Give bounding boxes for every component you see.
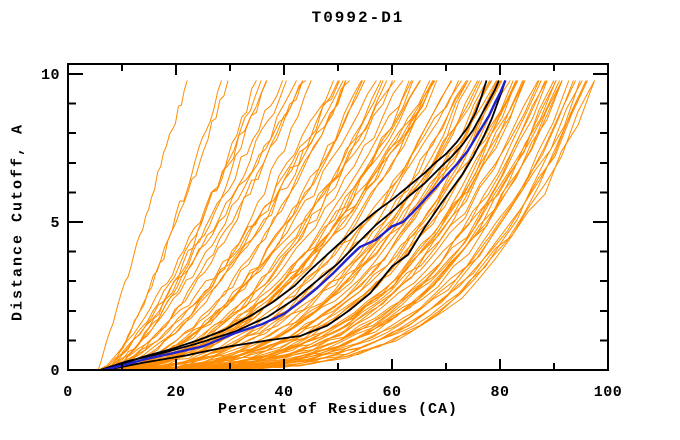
model-curve-reference-model-2 — [100, 80, 500, 371]
y-tick-label: 5 — [50, 215, 60, 232]
y-tick-label: 10 — [41, 67, 60, 84]
x-tick-label: 100 — [594, 384, 623, 401]
model-curve-reference-model-1 — [100, 80, 488, 371]
model-curve-orange — [104, 80, 307, 371]
model-curve-orange — [106, 80, 488, 371]
x-tick-label: 20 — [166, 384, 185, 401]
x-tick-label: 80 — [490, 384, 509, 401]
model-curve-orange — [98, 80, 262, 371]
x-tick-label: 60 — [382, 384, 401, 401]
model-curve-highlighted-model — [102, 80, 507, 372]
model-curve-orange — [110, 80, 469, 371]
plot-frame — [67, 63, 609, 371]
x-axis-title: Percent of Residues (CA) — [217, 401, 459, 418]
model-curve-orange — [100, 80, 511, 371]
model-curve-orange — [110, 80, 304, 371]
model-curve-orange — [100, 80, 421, 371]
model-curve-orange — [101, 80, 434, 371]
model-curve-orange — [98, 80, 524, 371]
model-curve-orange — [107, 80, 229, 371]
model-curve-orange — [105, 80, 346, 371]
model-curve-orange — [109, 80, 268, 371]
model-curve-orange — [98, 80, 498, 371]
y-tick-label: 0 — [50, 363, 60, 380]
model-curve-orange — [109, 80, 493, 371]
model-curve-orange — [106, 80, 304, 371]
model-curve-orange — [97, 80, 525, 371]
model-curve-orange — [107, 80, 453, 371]
model-curve-orange — [101, 80, 297, 371]
model-curve-orange — [101, 80, 340, 371]
x-tick-label: 0 — [63, 384, 73, 401]
model-curve-orange — [97, 80, 188, 371]
model-curve-orange — [96, 80, 526, 371]
model-curve-orange — [104, 80, 344, 371]
x-tick-label: 40 — [274, 384, 293, 401]
model-curve-reference-model-3 — [105, 80, 507, 371]
y-axis-title-text: Distance Cutoff, A — [9, 122, 27, 322]
model-curve-orange — [104, 80, 462, 371]
model-curve-orange — [96, 80, 497, 371]
chart-title: T0992-D1 — [311, 9, 405, 27]
model-curve-orange — [96, 80, 350, 371]
model-curve-orange — [105, 80, 339, 371]
